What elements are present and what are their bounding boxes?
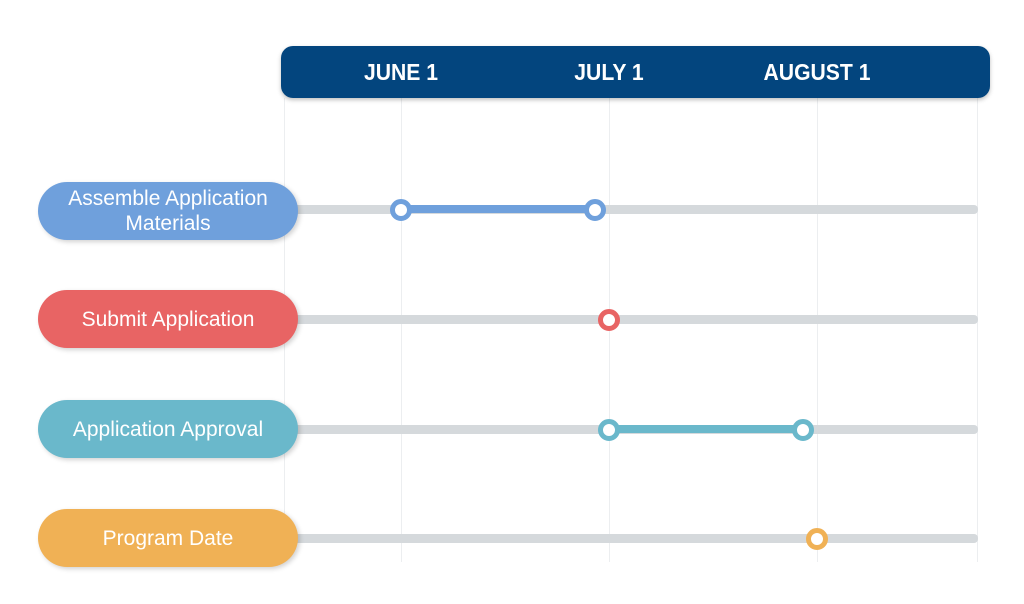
start-marker — [806, 528, 828, 550]
start-marker — [390, 199, 412, 221]
gridline — [977, 98, 978, 562]
end-marker — [792, 419, 815, 441]
task-label: Application Approval — [38, 400, 298, 458]
task-label: Assemble Application Materials — [38, 182, 298, 240]
start-marker — [598, 419, 620, 441]
duration-bar — [401, 205, 596, 213]
end-marker — [584, 199, 607, 221]
gridline — [401, 98, 402, 562]
month-label-june: JUNE 1 — [363, 59, 439, 85]
gridline — [817, 98, 818, 562]
month-label-august: AUGUST 1 — [763, 59, 871, 85]
month-label-july: JULY 1 — [574, 59, 644, 85]
task-label: Program Date — [38, 509, 298, 567]
row-track — [292, 534, 978, 543]
row-track — [292, 205, 978, 214]
task-label: Submit Application — [38, 290, 298, 348]
start-marker — [598, 309, 620, 331]
timeline-header: JUNE 1 JULY 1 AUGUST 1 — [281, 46, 990, 98]
duration-bar — [609, 425, 804, 433]
row-track — [292, 315, 978, 324]
